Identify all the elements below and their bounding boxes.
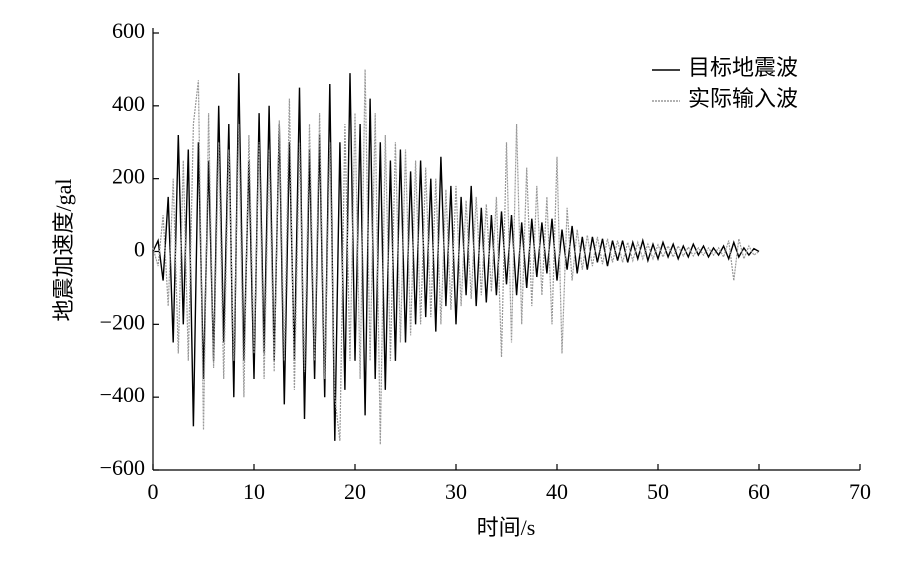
legend-label: 目标地震波 (688, 55, 798, 80)
x-tick-label: 60 (748, 479, 770, 504)
x-tick-label: 20 (344, 479, 366, 504)
x-tick-label: 10 (243, 479, 265, 504)
y-tick-label: 0 (134, 237, 145, 262)
y-tick-label: −200 (100, 309, 145, 334)
x-tick-label: 40 (546, 479, 568, 504)
y-axis-label: 地震加速度/gal (51, 179, 76, 322)
y-tick-label: −400 (100, 382, 145, 407)
x-tick-label: 70 (849, 479, 871, 504)
y-tick-label: 400 (112, 91, 145, 116)
x-tick-label: 0 (148, 479, 159, 504)
y-tick-label: 200 (112, 164, 145, 189)
x-axis-label: 时间/s (477, 515, 536, 540)
x-tick-label: 50 (647, 479, 669, 504)
legend-label: 实际输入波 (688, 86, 798, 111)
y-tick-label: −600 (100, 455, 145, 480)
y-tick-label: 600 (112, 18, 145, 43)
series-line (152, 73, 760, 441)
x-tick-label: 30 (445, 479, 467, 504)
series-line (152, 69, 760, 445)
